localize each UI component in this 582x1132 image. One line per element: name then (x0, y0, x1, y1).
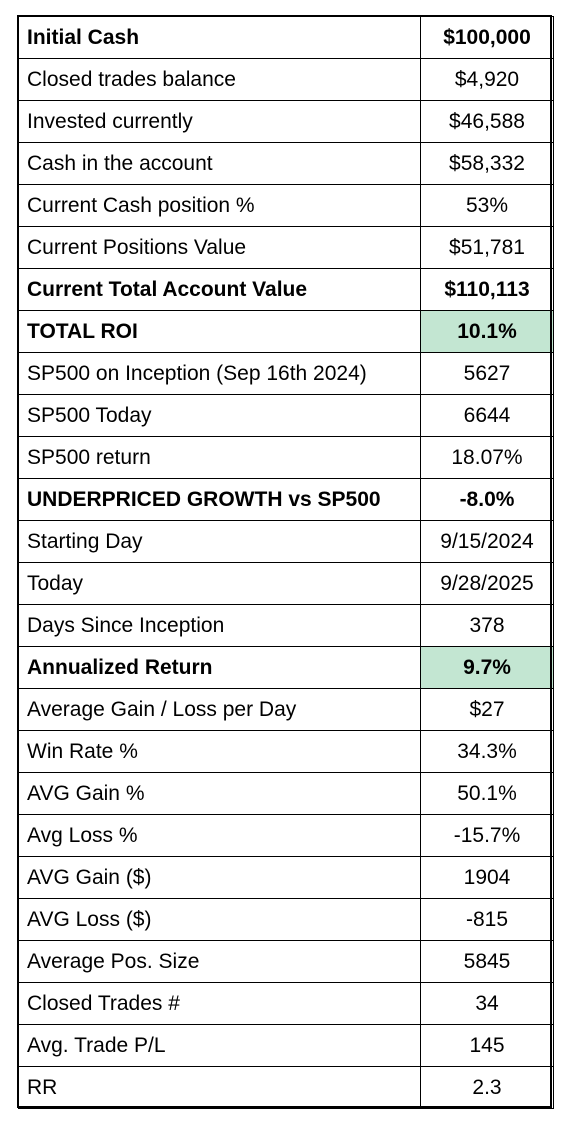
metric-value: -15.7% (420, 814, 554, 857)
table-row: Current Total Account Value $110,113 (18, 268, 554, 311)
metric-value: -8.0% (420, 478, 554, 521)
table-body: Initial Cash $100,000 Closed trades balanc… (18, 16, 554, 1109)
metric-value: $46,588 (420, 100, 554, 143)
table-row: Current Positions Value $51,781 (18, 226, 554, 269)
metric-label: Starting Day (18, 520, 421, 563)
metric-value: 145 (420, 1024, 554, 1067)
table-row: Initial Cash $100,000 (18, 16, 554, 59)
metric-label: AVG Loss ($) (18, 898, 421, 941)
metric-label: UNDERPRICED GROWTH vs SP500 (18, 478, 421, 521)
table-row: RR 2.3 (18, 1066, 554, 1109)
metric-value: 1904 (420, 856, 554, 899)
metric-label: Current Positions Value (18, 226, 421, 269)
table-row: AVG Gain % 50.1% (18, 772, 554, 815)
metric-label: SP500 on Inception (Sep 16th 2024) (18, 352, 421, 395)
metric-label: AVG Gain ($) (18, 856, 421, 899)
metric-label: AVG Gain % (18, 772, 421, 815)
metric-label: RR (18, 1066, 421, 1109)
table-row: UNDERPRICED GROWTH vs SP500 -8.0% (18, 478, 554, 521)
metric-value: 2.3 (420, 1066, 554, 1109)
table-row: SP500 Today 6644 (18, 394, 554, 437)
metric-value: 9/15/2024 (420, 520, 554, 563)
metric-value: 50.1% (420, 772, 554, 815)
table-row: AVG Loss ($) -815 (18, 898, 554, 941)
metric-value: 9/28/2025 (420, 562, 554, 605)
metric-value: 378 (420, 604, 554, 647)
table-row: Starting Day 9/15/2024 (18, 520, 554, 563)
metric-value: 18.07% (420, 436, 554, 479)
metric-value: $110,113 (420, 268, 554, 311)
table-row: Avg Loss % -15.7% (18, 814, 554, 857)
metric-label: Win Rate % (18, 730, 421, 773)
metric-label: Closed Trades # (18, 982, 421, 1025)
metric-label: Avg Loss % (18, 814, 421, 857)
metric-label: SP500 Today (18, 394, 421, 437)
table-row: Closed trades balance $4,920 (18, 58, 554, 101)
portfolio-stats-table: Initial Cash $100,000 Closed trades balanc… (18, 16, 554, 1109)
table-row: Cash in the account $58,332 (18, 142, 554, 185)
metric-label: Avg. Trade P/L (18, 1024, 421, 1067)
metric-value: 5627 (420, 352, 554, 395)
metric-value: 5845 (420, 940, 554, 983)
table-row: Average Gain / Loss per Day $27 (18, 688, 554, 731)
metric-value: $27 (420, 688, 554, 731)
metric-label: Closed trades balance (18, 58, 421, 101)
metric-label: Initial Cash (18, 16, 421, 59)
metric-label: Annualized Return (18, 646, 421, 689)
metric-value: 9.7% (420, 646, 554, 689)
table-row: Days Since Inception 378 (18, 604, 554, 647)
metric-label: SP500 return (18, 436, 421, 479)
metric-value: $51,781 (420, 226, 554, 269)
table-row: Closed Trades #34 (18, 982, 554, 1025)
metric-value: -815 (420, 898, 554, 941)
metric-label: TOTAL ROI (18, 310, 421, 353)
table-row: Invested currently $46,588 (18, 100, 554, 143)
table-row: SP500 return 18.07% (18, 436, 554, 479)
table-row: Current Cash position % 53% (18, 184, 554, 227)
metric-label: Cash in the account (18, 142, 421, 185)
table-row: AVG Gain ($) 1904 (18, 856, 554, 899)
table-row: Today 9/28/2025 (18, 562, 554, 605)
metric-value: $4,920 (420, 58, 554, 101)
table-row: Win Rate % 34.3% (18, 730, 554, 773)
metric-label: Current Total Account Value (18, 268, 421, 311)
metric-label: Current Cash position % (18, 184, 421, 227)
metric-value: 10.1% (420, 310, 554, 353)
metric-value: $58,332 (420, 142, 554, 185)
metric-label: Invested currently (18, 100, 421, 143)
table-row: SP500 on Inception (Sep 16th 2024) 5627 (18, 352, 554, 395)
metric-label: Today (18, 562, 421, 605)
table-row: TOTAL ROI 10.1% (18, 310, 554, 353)
metric-label: Average Gain / Loss per Day (18, 688, 421, 731)
metric-value: $100,000 (420, 16, 554, 59)
metric-value: 53% (420, 184, 554, 227)
table-row: Avg. Trade P/L 145 (18, 1024, 554, 1067)
metric-label: Average Pos. Size (18, 940, 421, 983)
metric-label: Days Since Inception (18, 604, 421, 647)
metric-value: 34 (420, 982, 554, 1025)
table-row: Average Pos. Size 5845 (18, 940, 554, 983)
table-row: Annualized Return 9.7% (18, 646, 554, 689)
metric-value: 34.3% (420, 730, 554, 773)
metric-value: 6644 (420, 394, 554, 437)
